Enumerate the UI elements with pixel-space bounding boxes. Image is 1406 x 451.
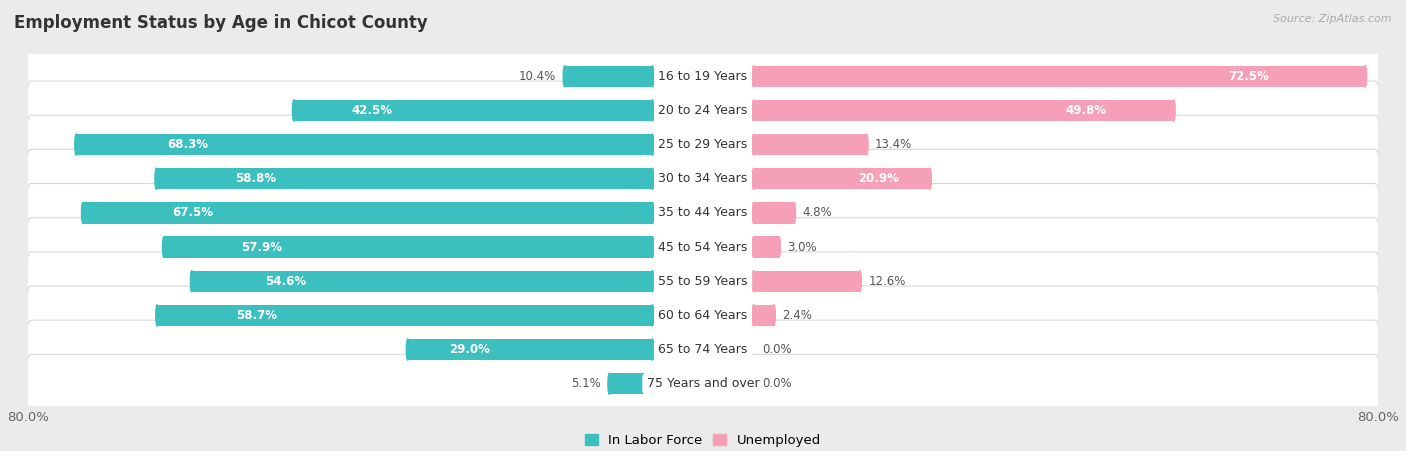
Bar — [165, 236, 652, 258]
Text: 3.0%: 3.0% — [787, 240, 817, 253]
Ellipse shape — [651, 373, 654, 394]
Text: 10.4%: 10.4% — [519, 70, 557, 83]
Ellipse shape — [859, 271, 862, 292]
Text: 60 to 64 Years: 60 to 64 Years — [658, 309, 748, 322]
Ellipse shape — [651, 339, 654, 360]
Ellipse shape — [752, 168, 755, 189]
Text: 75 Years and over: 75 Years and over — [647, 377, 759, 390]
Ellipse shape — [752, 236, 755, 258]
Ellipse shape — [190, 271, 193, 292]
Ellipse shape — [865, 134, 868, 155]
Ellipse shape — [651, 66, 654, 87]
FancyBboxPatch shape — [27, 218, 1379, 276]
Bar — [76, 134, 652, 155]
Bar — [754, 236, 779, 258]
Ellipse shape — [564, 66, 567, 87]
FancyBboxPatch shape — [27, 81, 1379, 140]
Text: 68.3%: 68.3% — [167, 138, 208, 151]
Bar — [754, 168, 929, 189]
Ellipse shape — [928, 168, 931, 189]
Ellipse shape — [752, 100, 755, 121]
Ellipse shape — [82, 202, 84, 224]
Ellipse shape — [651, 168, 654, 189]
Text: 45 to 54 Years: 45 to 54 Years — [658, 240, 748, 253]
Bar — [754, 100, 1174, 121]
Text: 58.7%: 58.7% — [236, 309, 277, 322]
Text: 12.6%: 12.6% — [869, 275, 905, 288]
Ellipse shape — [607, 373, 610, 394]
Ellipse shape — [406, 339, 409, 360]
Text: 0.0%: 0.0% — [762, 377, 792, 390]
Legend: In Labor Force, Unemployed: In Labor Force, Unemployed — [579, 428, 827, 451]
FancyBboxPatch shape — [27, 286, 1379, 345]
Text: 49.8%: 49.8% — [1066, 104, 1107, 117]
Ellipse shape — [651, 100, 654, 121]
Text: 5.1%: 5.1% — [571, 377, 600, 390]
Text: 72.5%: 72.5% — [1229, 70, 1270, 83]
FancyBboxPatch shape — [27, 115, 1379, 174]
Ellipse shape — [651, 271, 654, 292]
Bar — [408, 339, 652, 360]
Text: 29.0%: 29.0% — [449, 343, 489, 356]
Text: 20 to 24 Years: 20 to 24 Years — [658, 104, 748, 117]
Ellipse shape — [1364, 66, 1367, 87]
Bar — [156, 168, 652, 189]
Bar — [754, 271, 860, 292]
Ellipse shape — [651, 305, 654, 326]
Text: 65 to 74 Years: 65 to 74 Years — [658, 343, 748, 356]
Ellipse shape — [778, 236, 780, 258]
Text: Source: ZipAtlas.com: Source: ZipAtlas.com — [1274, 14, 1392, 23]
Ellipse shape — [651, 134, 654, 155]
Ellipse shape — [163, 236, 166, 258]
Text: 57.9%: 57.9% — [242, 240, 283, 253]
Text: 42.5%: 42.5% — [352, 104, 392, 117]
Text: 30 to 34 Years: 30 to 34 Years — [658, 172, 748, 185]
Bar — [83, 202, 652, 224]
Bar — [191, 271, 652, 292]
Ellipse shape — [793, 202, 796, 224]
Text: 2.4%: 2.4% — [782, 309, 813, 322]
Ellipse shape — [752, 134, 755, 155]
Text: 54.6%: 54.6% — [266, 275, 307, 288]
Text: 35 to 44 Years: 35 to 44 Years — [658, 207, 748, 220]
Ellipse shape — [75, 134, 77, 155]
Text: 4.8%: 4.8% — [803, 207, 832, 220]
Ellipse shape — [651, 236, 654, 258]
Bar — [294, 100, 652, 121]
Text: 58.8%: 58.8% — [235, 172, 276, 185]
FancyBboxPatch shape — [27, 184, 1379, 242]
Ellipse shape — [772, 305, 775, 326]
Ellipse shape — [752, 305, 755, 326]
Bar — [565, 66, 652, 87]
Text: 55 to 59 Years: 55 to 59 Years — [658, 275, 748, 288]
Bar — [754, 66, 1365, 87]
Ellipse shape — [752, 202, 755, 224]
Ellipse shape — [1173, 100, 1175, 121]
Bar — [157, 305, 652, 326]
Text: 67.5%: 67.5% — [173, 207, 214, 220]
Ellipse shape — [156, 305, 159, 326]
Text: 25 to 29 Years: 25 to 29 Years — [658, 138, 748, 151]
Ellipse shape — [651, 202, 654, 224]
FancyBboxPatch shape — [27, 149, 1379, 208]
FancyBboxPatch shape — [27, 252, 1379, 311]
FancyBboxPatch shape — [27, 47, 1379, 106]
Bar — [754, 202, 794, 224]
Text: 13.4%: 13.4% — [875, 138, 912, 151]
Text: Employment Status by Age in Chicot County: Employment Status by Age in Chicot Count… — [14, 14, 427, 32]
Text: 16 to 19 Years: 16 to 19 Years — [658, 70, 748, 83]
Ellipse shape — [292, 100, 295, 121]
FancyBboxPatch shape — [27, 320, 1379, 379]
Bar — [754, 134, 866, 155]
Ellipse shape — [752, 66, 755, 87]
Bar — [754, 305, 773, 326]
FancyBboxPatch shape — [27, 354, 1379, 413]
Bar — [609, 373, 652, 394]
Ellipse shape — [155, 168, 157, 189]
Text: 20.9%: 20.9% — [859, 172, 900, 185]
Text: 0.0%: 0.0% — [762, 343, 792, 356]
Ellipse shape — [752, 271, 755, 292]
